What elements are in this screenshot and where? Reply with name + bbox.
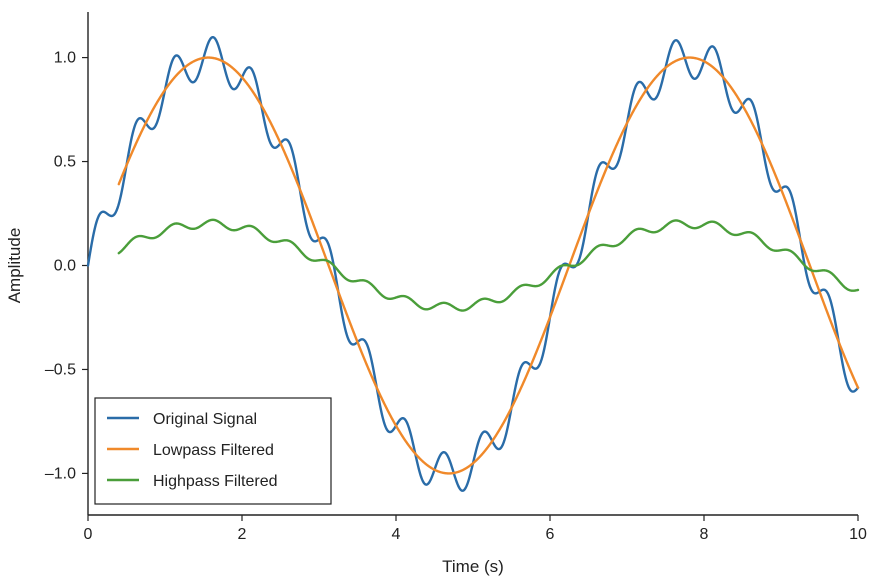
y-tick-label: –0.5: [45, 361, 76, 378]
y-axis-title: Amplitude: [5, 228, 24, 304]
series-line-3: [117, 218, 860, 312]
x-ticks: 0 2 4 6 8 10: [84, 515, 867, 543]
legend: Original Signal Lowpass Filtered Highpass …: [94, 397, 332, 505]
y-tick-label: 1.0: [54, 50, 76, 67]
legend-label: Original Signal: [153, 411, 257, 428]
x-tick-label: 4: [392, 526, 401, 543]
y-tick-label: 0.0: [54, 258, 76, 275]
x-tick-label: 0: [84, 526, 93, 543]
legend-box: [94, 397, 332, 505]
y-tick-label: 0.5: [54, 154, 76, 171]
x-tick-label: 8: [700, 526, 709, 543]
x-tick-label: 10: [849, 526, 867, 543]
y-ticks: 1.0 0.5 0.0 –0.5 –1.0: [45, 50, 88, 482]
y-tick-label: –1.0: [45, 465, 76, 482]
series-group: [86, 35, 860, 492]
legend-label: Lowpass Filtered: [153, 442, 274, 459]
series-line-2: [117, 56, 860, 475]
x-tick-label: 6: [546, 526, 555, 543]
x-axis-title: Time (s): [442, 557, 504, 576]
x-tick-label: 2: [238, 526, 247, 543]
legend-label: Highpass Filtered: [153, 473, 278, 490]
